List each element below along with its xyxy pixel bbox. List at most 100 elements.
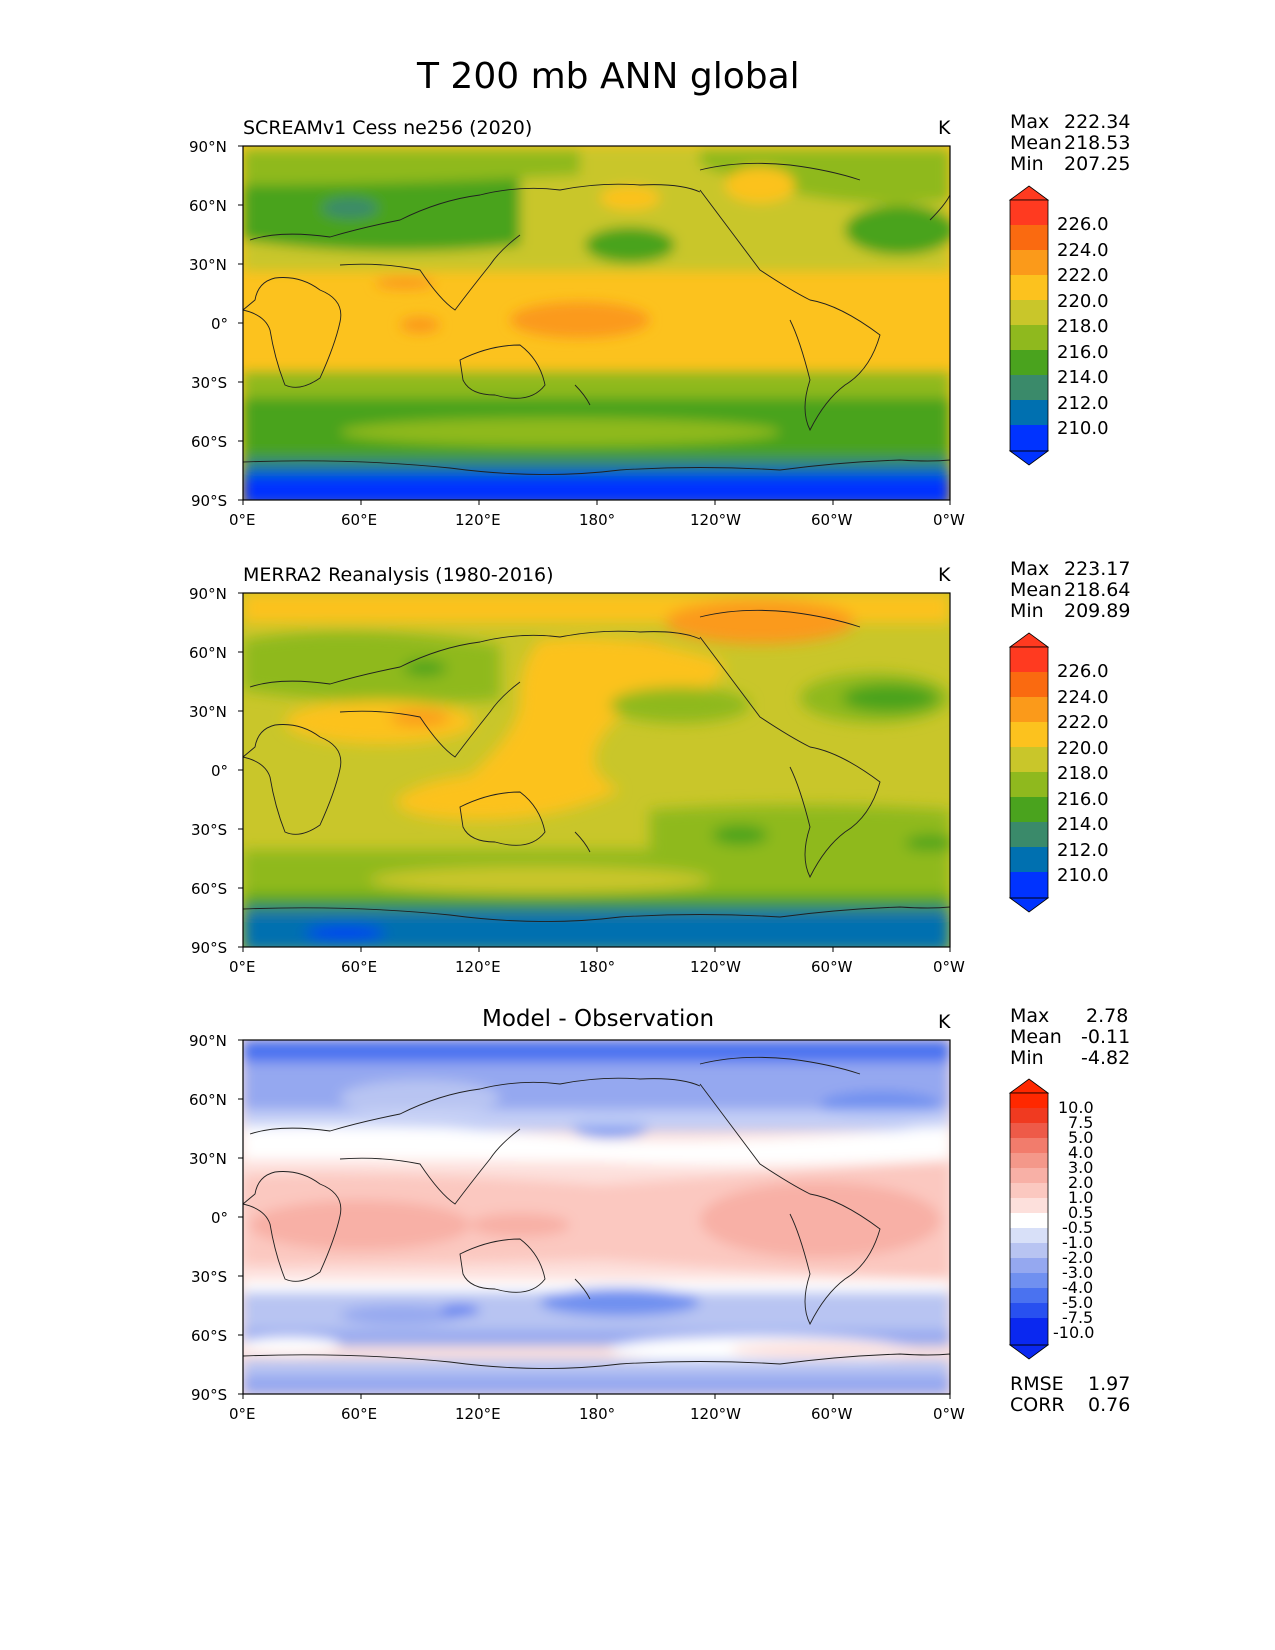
colorbar-3-label: -0.5 xyxy=(1062,1218,1094,1237)
panel-3-mean-value: -0.11 xyxy=(1081,1026,1131,1048)
panel-1-lat-label: 30°N xyxy=(189,256,227,274)
colorbar-3-label: 3.0 xyxy=(1068,1158,1094,1177)
colorbar-1-label: 220.0 xyxy=(1057,291,1109,312)
panel-1-title: SCREAMv1 Cess ne256 (2020) xyxy=(243,117,533,139)
panel-2-lat-label: 60°S xyxy=(191,880,228,898)
panel-3-mean-label: Mean xyxy=(1010,1026,1062,1048)
panel-3-lon-label: 180° xyxy=(579,1405,616,1423)
panel-1-lon-label: 120°E xyxy=(455,511,501,529)
panel-2-lon-label: 120°E xyxy=(455,958,501,976)
panel-3-title: Model - Observation xyxy=(482,1006,715,1032)
panel-2-mean-label: Mean xyxy=(1010,579,1062,601)
panel-2-mean-value: 218.64 xyxy=(1064,579,1131,601)
colorbar-1-label: 216.0 xyxy=(1057,342,1109,363)
panel-2-min-label: Min xyxy=(1010,600,1044,622)
colorbar-2-label: 224.0 xyxy=(1057,687,1109,708)
panel-3-lon-label: 60°E xyxy=(341,1405,378,1423)
panel-3-lon-label: 120°E xyxy=(455,1405,501,1423)
colorbar-3-label: 5.0 xyxy=(1068,1128,1094,1147)
panel-1-lat-label: 90°N xyxy=(189,138,227,156)
rmse-label: RMSE xyxy=(1010,1373,1064,1395)
colorbar-2-label: 218.0 xyxy=(1057,763,1109,784)
panel-1-lon-label: 60°W xyxy=(811,511,853,529)
colorbar-1-label: 214.0 xyxy=(1057,367,1109,388)
colorbar-2-label: 222.0 xyxy=(1057,712,1109,733)
panel-3-min-value: -4.82 xyxy=(1081,1047,1131,1069)
panel-2-lat-label: 90°N xyxy=(189,585,227,603)
panel-1-lon-label: 180° xyxy=(579,511,616,529)
panel-2-lon-label: 60°W xyxy=(811,958,853,976)
colorbar-3 xyxy=(1008,1078,1050,1360)
panel-1-lat-label: 30°S xyxy=(191,374,228,392)
coastlines xyxy=(243,162,950,475)
colorbar-2-label: 226.0 xyxy=(1057,661,1109,682)
panel-3-lat-label: 60°N xyxy=(189,1091,227,1109)
panel-3-lon-label: 0°E xyxy=(229,1405,256,1423)
panel-3-lon-label: 0°W xyxy=(933,1405,965,1423)
colorbar-3-label: -7.5 xyxy=(1062,1308,1094,1327)
panel-1-max-label: Max xyxy=(1010,111,1050,133)
rmse-value: 1.97 xyxy=(1088,1373,1131,1395)
corr-label: CORR xyxy=(1010,1394,1065,1416)
panel-3-lon-label: 60°W xyxy=(811,1405,853,1423)
colorbar-3-label: -4.0 xyxy=(1062,1278,1094,1297)
colorbar-3-label: 10.0 xyxy=(1058,1098,1094,1117)
colorbar-3-label: 7.5 xyxy=(1068,1113,1094,1132)
figure-title: T 200 mb ANN global xyxy=(417,56,800,97)
panel-3-lat-label: 0° xyxy=(211,1209,229,1227)
panel-3-max-label: Max xyxy=(1010,1005,1050,1027)
panel-1-max-value: 222.34 xyxy=(1064,111,1131,133)
panel-3-min-label: Min xyxy=(1010,1047,1044,1069)
colorbar-3-label: -5.0 xyxy=(1062,1293,1094,1312)
colorbar-1-label: 212.0 xyxy=(1057,393,1109,414)
colorbar-3-label: 0.5 xyxy=(1068,1203,1094,1222)
panel-1-lat-label: 60°N xyxy=(189,197,227,215)
panel-2-lat-label: 30°N xyxy=(189,703,227,721)
colorbar-2 xyxy=(1008,632,1050,913)
panel-2-lon-label: 0°W xyxy=(933,958,965,976)
panel-3-lat-label: 90°N xyxy=(189,1032,227,1050)
panel-1-lat-label: 0° xyxy=(211,315,229,333)
colorbar-1-label: 224.0 xyxy=(1057,240,1109,261)
panel-1-min-value: 207.25 xyxy=(1064,153,1131,175)
panel-3-lat-label: 30°S xyxy=(191,1268,228,1286)
panel-1-lon-label: 0°W xyxy=(933,511,965,529)
colorbar-3-label: 4.0 xyxy=(1068,1143,1094,1162)
panel-1-lat-label: 60°S xyxy=(191,433,228,451)
coastlines xyxy=(243,609,950,922)
colorbar-1-label: 210.0 xyxy=(1057,418,1109,439)
panel-2-lat-label: 0° xyxy=(211,762,229,780)
panel-1-min-label: Min xyxy=(1010,153,1044,175)
panel-1-lon-label: 60°E xyxy=(341,511,378,529)
colorbar-1-label: 222.0 xyxy=(1057,265,1109,286)
colorbar-2-label: 214.0 xyxy=(1057,814,1109,835)
panel-2-lat-label: 60°N xyxy=(189,644,227,662)
corr-value: 0.76 xyxy=(1088,1394,1131,1416)
colorbar-3-label: 1.0 xyxy=(1068,1188,1094,1207)
colorbar-2-label: 212.0 xyxy=(1057,840,1109,861)
colorbar-1 xyxy=(1008,185,1050,466)
colorbar-1-label: 218.0 xyxy=(1057,316,1109,337)
panel-1-units: K xyxy=(938,117,951,139)
panel-1-lat-label: 90°S xyxy=(191,492,228,510)
colorbar-3-label: -1.0 xyxy=(1062,1233,1094,1252)
panel-2-lon-label: 60°E xyxy=(341,958,378,976)
panel-2-lat-label: 90°S xyxy=(191,939,228,957)
panel-2-lat-label: 30°S xyxy=(191,821,228,839)
colorbar-3-label: -3.0 xyxy=(1062,1263,1094,1282)
colorbar-2-label: 210.0 xyxy=(1057,865,1109,886)
panel-3-lat-label: 60°S xyxy=(191,1327,228,1345)
panel-1-mean-label: Mean xyxy=(1010,132,1062,154)
panel-2-lon-label: 120°W xyxy=(690,958,741,976)
colorbar-1-label: 226.0 xyxy=(1057,214,1109,235)
colorbar-2-label: 216.0 xyxy=(1057,789,1109,810)
panel-3-max-value: 2.78 xyxy=(1086,1005,1129,1027)
panel-3-lon-label: 120°W xyxy=(690,1405,741,1423)
panel-1-lon-label: 120°W xyxy=(690,511,741,529)
panel-2-title: MERRA2 Reanalysis (1980-2016) xyxy=(243,564,554,586)
panel-1-lon-label: 0°E xyxy=(229,511,256,529)
colorbar-3-label: -10.0 xyxy=(1053,1323,1095,1342)
panel-3-lat-label: 90°S xyxy=(191,1386,228,1404)
panel-1-mean-value: 218.53 xyxy=(1064,132,1131,154)
panel-2-lon-label: 0°E xyxy=(229,958,256,976)
